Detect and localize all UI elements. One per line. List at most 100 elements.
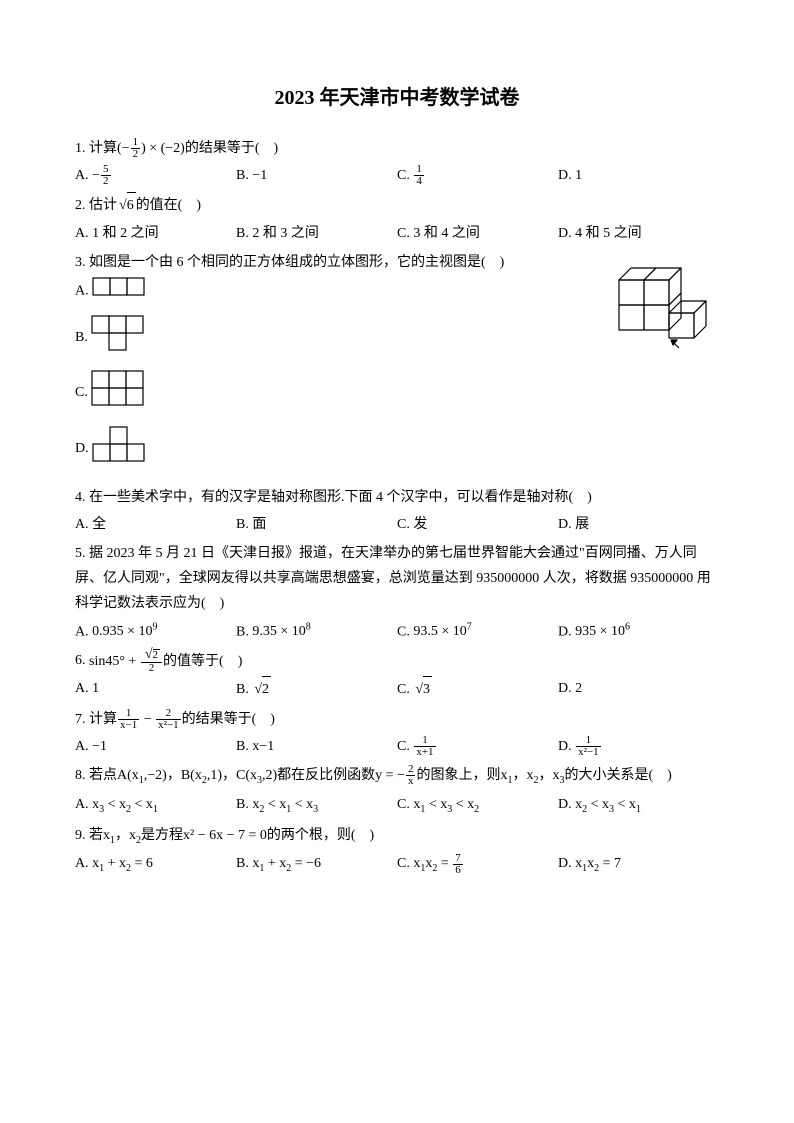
choice-label: A. xyxy=(75,517,92,532)
choice-label: D. xyxy=(558,168,575,183)
choice-label: D. xyxy=(558,739,575,754)
choice-label: C. xyxy=(397,168,413,183)
choice-C: C. 1x+1 xyxy=(397,734,558,759)
choice-A: A. 0.935 × 109 xyxy=(75,619,236,645)
choice-D: D. 935 × 106 xyxy=(558,619,719,645)
choice-A: A. 1 和 2 之间 xyxy=(75,221,236,246)
choice-label: A. xyxy=(75,624,92,639)
choice-B: B. 2 xyxy=(236,676,397,702)
choice-D: D. 1 xyxy=(558,163,719,188)
choice-C: C. 14 xyxy=(397,163,558,188)
choice-label: B. xyxy=(236,682,252,697)
choice-A: A. x3 < x2 < x1 xyxy=(75,792,236,819)
choice-label: D. xyxy=(558,681,575,696)
question-3: 3. 如图是一个由 6 个相同的正方体组成的立体图形，它的主视图是( )A. B… xyxy=(75,250,719,481)
choice-D: D. 1x²−1 xyxy=(558,734,719,759)
choice-label: D. xyxy=(558,624,575,639)
question-8: 8. 若点A(x1,−2)，B(x2,1)，C(x3,2)都在反比例函数y = … xyxy=(75,763,719,819)
choice-B: B. 面 xyxy=(236,512,397,537)
choice-label: B. xyxy=(236,856,252,871)
choices: A. 1 和 2 之间B. 2 和 3 之间C. 3 和 4 之间D. 4 和 … xyxy=(75,221,719,246)
question-number: 8. xyxy=(75,768,89,783)
choice-label: C. xyxy=(75,385,91,400)
choice-label: C. xyxy=(397,682,413,697)
choice-A: A. −1 xyxy=(75,734,236,759)
choice-label: A. xyxy=(75,681,92,696)
question-7: 7. 计算1x−1 − 2x²−1的结果等于( )A. −1B. x−1C. 1… xyxy=(75,707,719,759)
question-stem: 6. sin45° + 22的值等于( ) xyxy=(75,648,719,674)
choice-D: D. 2 xyxy=(558,676,719,702)
choice-label: D. xyxy=(558,797,575,812)
question-stem: 1. 计算(−12) × (−2)的结果等于( ) xyxy=(75,136,719,161)
choice-label: A. xyxy=(75,739,92,754)
question-stem: 2. 估计6的值在( ) xyxy=(75,192,719,218)
choice-C: C. x1 < x3 < x2 xyxy=(397,792,558,819)
choice-label: C. xyxy=(397,797,413,812)
choice-label: D. xyxy=(558,226,575,241)
choice-B: B. x2 < x1 < x3 xyxy=(236,792,397,819)
choice-B: B. 9.35 × 108 xyxy=(236,619,397,645)
choices: A. x3 < x2 < x1B. x2 < x1 < x3C. x1 < x3… xyxy=(75,792,719,819)
choice-label: B. xyxy=(236,517,252,532)
choices: A. 全B. 面C. 发D. 展 xyxy=(75,512,719,537)
choice-label: C. xyxy=(397,517,413,532)
choices: A. −52B. −1C. 14D. 1 xyxy=(75,163,719,188)
question-number: 4. xyxy=(75,490,89,505)
choice-label: C. xyxy=(397,226,413,241)
question-stem: 7. 计算1x−1 − 2x²−1的结果等于( ) xyxy=(75,707,719,732)
cube-figure xyxy=(609,250,719,359)
question-number: 2. xyxy=(75,198,89,213)
question-stem: 8. 若点A(x1,−2)，B(x2,1)，C(x3,2)都在反比例函数y = … xyxy=(75,763,719,790)
choice-A: A. −52 xyxy=(75,163,236,188)
choice-label: B. xyxy=(236,624,252,639)
choice-label: A. xyxy=(75,797,92,812)
choice-label: D. xyxy=(558,856,575,871)
question-2: 2. 估计6的值在( ) A. 1 和 2 之间B. 2 和 3 之间C. 3 和… xyxy=(75,192,719,245)
choice-label: A. xyxy=(75,283,92,298)
choice-label: D. xyxy=(558,517,575,532)
question-number: 6. xyxy=(75,654,89,669)
choice-C: C. x1x2 = 76 xyxy=(397,851,558,878)
choice-label: B. xyxy=(75,330,91,345)
choice-A: A. x1 + x2 = 6 xyxy=(75,851,236,878)
question-5: 5. 据 2023 年 5 月 21 日《天津日报》报道，在天津举办的第七届世界… xyxy=(75,541,719,644)
choice-B: B. xyxy=(75,315,599,360)
exam-title: 2023 年天津市中考数学试卷 xyxy=(75,80,719,116)
choices: A. 1B. 2C. 3D. 2 xyxy=(75,676,719,702)
choice-label: A. xyxy=(75,226,92,241)
choice-C: C. 发 xyxy=(397,512,558,537)
question-4: 4. 在一些美术字中，有的汉字是轴对称图形.下面 4 个汉字中，可以看作是轴对称… xyxy=(75,485,719,537)
choice-D: D. 4 和 5 之间 xyxy=(558,221,719,246)
choice-label: A. xyxy=(75,168,92,183)
choice-D: D. x1x2 = 7 xyxy=(558,851,719,878)
question-number: 7. xyxy=(75,712,89,727)
question-1: 1. 计算(−12) × (−2)的结果等于( )A. −52B. −1C. 1… xyxy=(75,136,719,188)
choice-A: A. 1 xyxy=(75,676,236,702)
choice-label: B. xyxy=(236,797,252,812)
choices: A. −1B. x−1C. 1x+1D. 1x²−1 xyxy=(75,734,719,759)
choice-label: B. xyxy=(236,168,252,183)
choice-label: C. xyxy=(397,739,413,754)
choice-D: D. x2 < x3 < x1 xyxy=(558,792,719,819)
question-number: 1. xyxy=(75,141,89,156)
question-number: 5. xyxy=(75,546,89,561)
choice-label: C. xyxy=(397,624,413,639)
choice-C: C. 93.5 × 107 xyxy=(397,619,558,645)
choice-A: A. xyxy=(75,277,599,305)
choice-B: B. −1 xyxy=(236,163,397,188)
choice-label: C. xyxy=(397,856,413,871)
choice-D: D. 展 xyxy=(558,512,719,537)
question-stem: 4. 在一些美术字中，有的汉字是轴对称图形.下面 4 个汉字中，可以看作是轴对称… xyxy=(75,485,719,510)
choice-C: C. xyxy=(75,370,599,415)
choice-label: B. xyxy=(236,226,252,241)
question-stem: 9. 若x1，x2是方程x² − 6x − 7 = 0的两个根，则( ) xyxy=(75,823,719,850)
question-number: 3. xyxy=(75,255,89,270)
choice-C: C. 3 和 4 之间 xyxy=(397,221,558,246)
choice-D: D. xyxy=(75,426,599,471)
choice-B: B. 2 和 3 之间 xyxy=(236,221,397,246)
question-stem: 5. 据 2023 年 5 月 21 日《天津日报》报道，在天津举办的第七届世界… xyxy=(75,541,719,617)
choice-label: B. xyxy=(236,739,252,754)
choice-B: B. x1 + x2 = −6 xyxy=(236,851,397,878)
question-9: 9. 若x1，x2是方程x² − 6x − 7 = 0的两个根，则( )A. x… xyxy=(75,823,719,879)
choices: A. B. C. D. xyxy=(75,277,599,481)
